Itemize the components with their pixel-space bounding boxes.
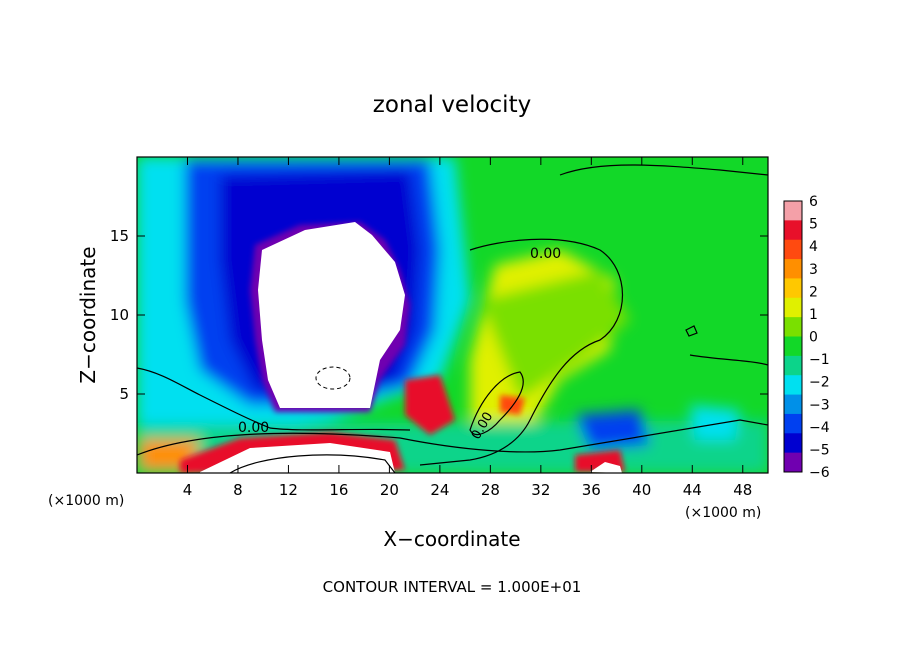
colorbar-swatch xyxy=(784,336,802,357)
x-tick-label: 44 xyxy=(683,481,702,499)
x-unit-label: (×1000 m) xyxy=(685,505,761,521)
y-axis-label: Z−coordinate xyxy=(76,246,100,383)
contour-label-left: 0.00 xyxy=(238,420,269,436)
y-axis-ticks: 5 10 15 xyxy=(110,227,768,403)
colorbar-tick-label: 1 xyxy=(809,307,818,323)
colorbar-tick-label: −5 xyxy=(809,442,830,458)
colorbar-swatch xyxy=(784,278,802,299)
blob-orange-center xyxy=(500,395,525,415)
colorbar-swatch xyxy=(784,317,802,337)
colorbar-tick-label: 0 xyxy=(809,330,818,346)
colorbar-swatch xyxy=(784,413,802,434)
saturated-negative-core xyxy=(258,222,405,408)
x-tick-label: 40 xyxy=(632,481,651,499)
x-axis-ticks: 4 8 12 16 20 24 28 32 36 40 44 48 xyxy=(183,157,752,499)
contour-zero-left xyxy=(137,367,411,431)
x-tick-label: 20 xyxy=(380,481,399,499)
contour-label-upper: 0.00 xyxy=(530,246,561,262)
x-tick-label: 32 xyxy=(531,481,550,499)
x-tick-label: 4 xyxy=(183,481,193,499)
contour-small-island xyxy=(685,325,698,337)
y-tick-label: 15 xyxy=(110,227,129,245)
y-tick-label: 5 xyxy=(119,385,129,403)
heatmap-field: 0.00 0.00 0.00 xyxy=(137,157,768,473)
colorbar-swatch xyxy=(784,452,802,473)
colorbar-swatch xyxy=(784,394,802,415)
contour-interval-note: CONTOUR INTERVAL = 1.000E+01 xyxy=(323,578,582,596)
colorbar-swatch xyxy=(784,297,802,318)
positive-region-green-light xyxy=(480,270,630,400)
colorbar-frame xyxy=(783,200,803,473)
colorbar: 6 5 4 3 2 1 0 −1 −2 −3 −4 −5 −6 xyxy=(784,194,830,481)
y-unit-label: (×1000 m) xyxy=(48,493,124,509)
contour-zero-lower-blob xyxy=(469,371,524,435)
colorbar-tick-label: −4 xyxy=(809,420,830,436)
colorbar-swatch xyxy=(784,355,802,376)
blob-blue-far xyxy=(690,405,740,440)
x-tick-label: 48 xyxy=(733,481,752,499)
colorbar-swatch xyxy=(784,220,802,241)
y-tick-label: 10 xyxy=(110,306,129,324)
contour-dashed-negative xyxy=(315,366,351,390)
colorbar-tick-label: 3 xyxy=(809,262,818,278)
contour-zero-upper xyxy=(419,238,624,466)
x-tick-label: 36 xyxy=(582,481,601,499)
contour-right-edge xyxy=(689,354,768,366)
contour-positive-inner xyxy=(229,454,396,473)
contour-zero-bottom xyxy=(137,419,768,456)
chart-title: zonal velocity xyxy=(373,92,531,118)
colorbar-tick-label: 4 xyxy=(809,239,818,255)
colorbar-tick-label: 2 xyxy=(809,284,818,300)
colorbar-tick-label: −6 xyxy=(809,465,830,481)
blob-blue-right xyxy=(575,410,650,450)
saturated-positive-bottom-right xyxy=(590,462,622,473)
x-tick-label: 8 xyxy=(233,481,243,499)
colorbar-tick-label: −1 xyxy=(809,352,830,368)
colorbar-swatch xyxy=(784,375,802,396)
colorbar-swatch xyxy=(784,259,802,279)
x-axis-label: X−coordinate xyxy=(383,527,520,551)
colorbar-tick-label: −2 xyxy=(809,375,830,391)
colorbar-swatch xyxy=(784,433,802,454)
saturated-positive-bottom xyxy=(200,443,395,473)
x-tick-label: 24 xyxy=(430,481,449,499)
x-tick-label: 12 xyxy=(279,481,298,499)
colorbar-swatch xyxy=(784,239,802,260)
colorbar-tick-label: 6 xyxy=(809,194,818,210)
colorbar-swatch xyxy=(784,201,802,221)
x-tick-label: 28 xyxy=(481,481,500,499)
contour-zero-top-right xyxy=(559,164,768,176)
blob-red-center xyxy=(405,375,455,435)
colorbar-tick-label: 5 xyxy=(809,217,818,233)
colorbar-tick-label: −3 xyxy=(809,397,830,413)
x-tick-label: 16 xyxy=(329,481,348,499)
